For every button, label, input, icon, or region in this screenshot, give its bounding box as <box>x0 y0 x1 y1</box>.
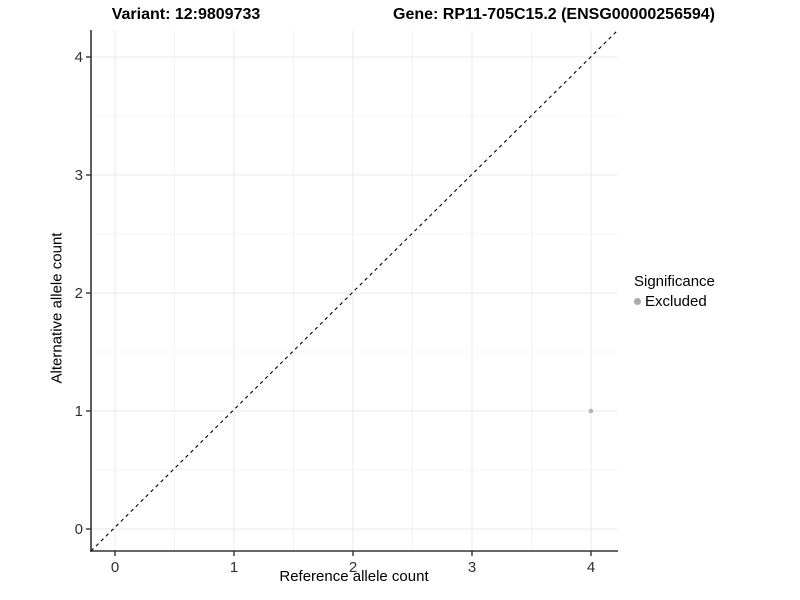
x-tick-label: 4 <box>587 559 595 576</box>
x-tick-label: 3 <box>468 559 476 576</box>
y-tick-label: 4 <box>75 49 83 66</box>
legend-item-excluded: Excluded <box>634 293 715 310</box>
x-tick-label: 0 <box>111 559 119 576</box>
y-tick-label: 2 <box>75 285 83 302</box>
legend: Significance Excluded <box>634 273 715 310</box>
legend-title: Significance <box>634 273 715 290</box>
x-axis-label: Reference allele count <box>279 568 429 585</box>
y-tick-label: 1 <box>75 403 83 420</box>
x-tick-label: 1 <box>230 559 238 576</box>
legend-item-label: Excluded <box>645 293 707 310</box>
excluded-point-icon <box>634 298 641 305</box>
data-point <box>588 408 594 414</box>
variant-title: Variant: 12:9809733 <box>111 6 261 23</box>
identity-line <box>90 29 619 552</box>
gene-title: Gene: RP11-705C15.2 (ENSG00000256594) <box>393 6 715 23</box>
y-axis-label: Alternative allele count <box>48 232 66 384</box>
y-tick-label: 3 <box>75 167 83 184</box>
x-tick-label: 2 <box>349 559 357 576</box>
y-tick-label: 0 <box>75 521 83 538</box>
